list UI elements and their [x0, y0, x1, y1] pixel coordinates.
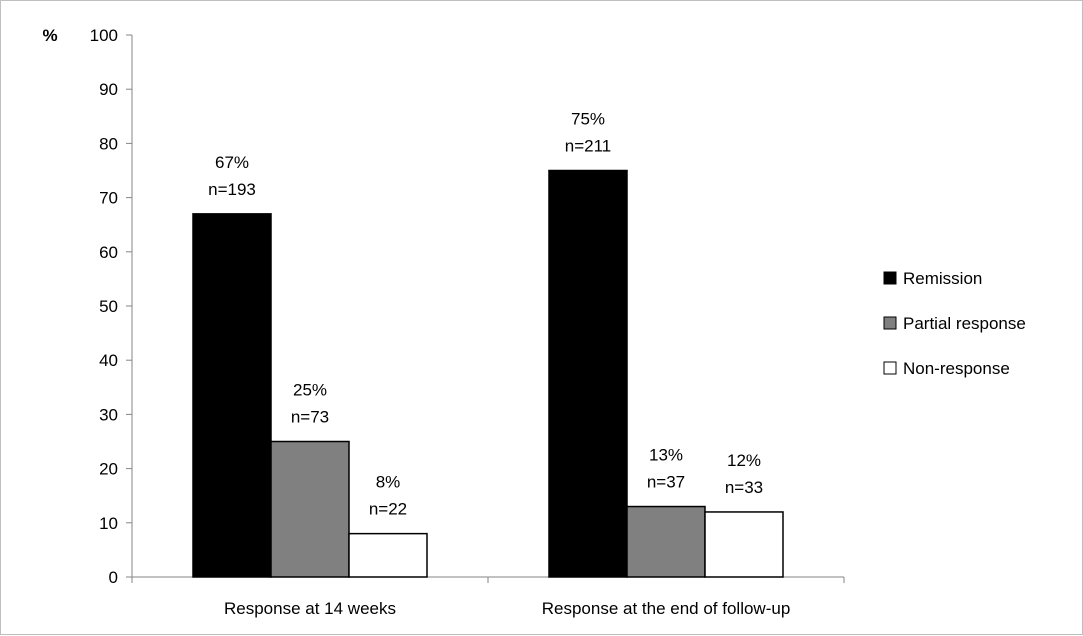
data-label-n: n=37 — [647, 473, 685, 492]
data-labels: 67% n=193 25% n=73 8% n=22 75% n=211 13% n=37 12% n… — [208, 110, 763, 519]
data-label-n: n=193 — [208, 180, 256, 199]
y-tick-label: 70 — [99, 189, 118, 208]
data-label-n: n=73 — [291, 408, 329, 427]
y-tick-label: 60 — [99, 243, 118, 262]
y-tick-label: 10 — [99, 514, 118, 533]
y-tick-label: 80 — [99, 134, 118, 153]
legend-swatch-remission — [883, 271, 897, 285]
legend-swatch-partial-response — [883, 316, 897, 330]
bar-remission — [192, 213, 272, 578]
data-label-n: n=211 — [565, 137, 611, 156]
y-tick-label: 30 — [99, 405, 118, 424]
bar-non-response — [348, 532, 428, 578]
x-category-label: Response at the end of follow-up — [542, 599, 791, 618]
y-tick-label: 20 — [99, 460, 118, 479]
data-label-percent: 67% — [215, 153, 249, 172]
x-category-label: Response at 14 weeks — [224, 599, 396, 618]
bars — [192, 169, 784, 578]
bar-non-response — [704, 511, 784, 578]
y-tick-label: 0 — [109, 568, 118, 587]
data-label-n: n=22 — [369, 500, 407, 519]
data-label-percent: 75% — [571, 110, 605, 129]
data-label-percent: 12% — [727, 451, 761, 470]
axes: 0 10 20 30 40 50 60 70 80 90 100% Response at 14 we… — [42, 26, 845, 618]
legend-label: Remission — [903, 269, 982, 288]
legend-label: Partial response — [903, 314, 1026, 333]
legend-label: Non-response — [903, 359, 1010, 378]
y-tick-label: 50 — [99, 297, 118, 316]
bar-remission — [548, 169, 628, 578]
data-label-percent: 8% — [376, 473, 401, 492]
legend: Remission Partial response Non-response — [883, 269, 1026, 378]
y-tick-label: 100 — [90, 26, 118, 45]
bar-partial-response — [270, 440, 350, 578]
legend-swatch-non-response — [883, 361, 897, 375]
data-label-n: n=33 — [725, 478, 763, 497]
data-label-percent: 13% — [649, 446, 683, 465]
data-label-percent: 25% — [293, 381, 327, 400]
y-tick-label: 90 — [99, 80, 118, 99]
y-axis-unit-label: % — [42, 26, 57, 45]
y-tick-label: 40 — [99, 351, 118, 370]
bar-partial-response — [626, 505, 706, 578]
